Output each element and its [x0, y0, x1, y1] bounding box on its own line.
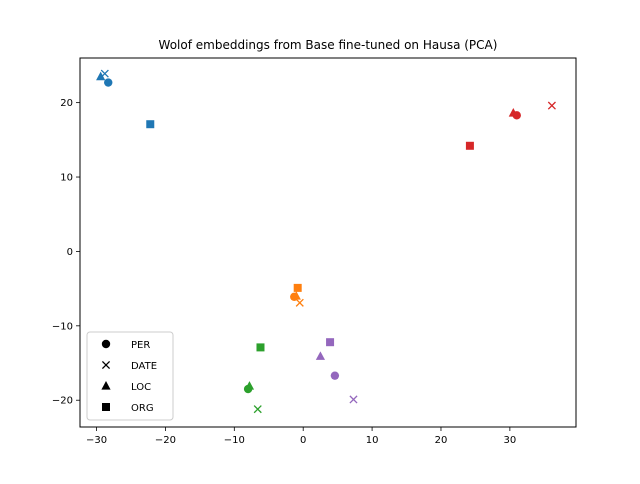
x-tick-label: 10	[366, 435, 379, 446]
point-date-series-5	[349, 395, 358, 404]
legend-frame	[86, 331, 174, 421]
legend-loc-marker	[101, 381, 111, 390]
legend-loc-label: LOC	[131, 382, 151, 393]
point-date-series-3	[253, 405, 262, 414]
y-tick-label: −10	[52, 321, 73, 332]
point-date-series-4	[547, 101, 556, 110]
legend-per-marker	[101, 339, 111, 349]
point-loc-series-1	[96, 71, 106, 81]
point-org-series-4	[465, 141, 474, 150]
point-org-series-3	[256, 343, 265, 352]
y-axis-ticks: −20 −10 0 10 20	[52, 98, 80, 407]
legend: PER DATE LOC ORG	[86, 331, 174, 421]
plot-area-frame	[79, 57, 577, 428]
data-points	[96, 69, 556, 414]
point-date-series-2	[295, 298, 304, 307]
point-loc-series-4	[508, 108, 518, 117]
x-marker-stroke	[295, 298, 304, 307]
x-marker-stroke	[253, 405, 262, 414]
y-tick-label: 10	[60, 173, 73, 184]
legend-org-label: ORG	[131, 403, 154, 414]
point-loc-series-2	[291, 291, 301, 300]
chart-title: Wolof embeddings from Base fine-tuned on…	[159, 38, 498, 52]
point-loc-series-5	[315, 351, 326, 360]
x-tick-label: −10	[224, 435, 245, 446]
y-tick-label: −20	[52, 396, 73, 407]
x-tick-label: 20	[435, 435, 448, 446]
x-tick-label: 30	[503, 435, 516, 446]
x-marker-stroke	[101, 360, 111, 370]
x-tick-label: −30	[86, 435, 107, 446]
legend-per-label: PER	[131, 340, 150, 351]
y-tick-label: 20	[60, 98, 73, 109]
point-loc-series-3	[244, 381, 255, 390]
legend-date-label: DATE	[131, 361, 157, 372]
point-per-series-1	[104, 78, 113, 87]
y-tick-label: 0	[67, 247, 73, 258]
x-axis-ticks: −30 −20 −10 0 10 20 30	[86, 427, 516, 446]
legend-date-marker	[101, 360, 111, 370]
legend-org-marker	[102, 403, 110, 411]
x-tick-label: 0	[300, 435, 306, 446]
x-marker-stroke	[349, 395, 358, 404]
x-marker-stroke	[547, 101, 556, 110]
point-org-series-2	[293, 283, 302, 292]
x-tick-label: −20	[155, 435, 176, 446]
point-per-series-5	[330, 371, 340, 380]
point-org-series-5	[326, 338, 335, 347]
point-org-series-1	[146, 120, 155, 129]
